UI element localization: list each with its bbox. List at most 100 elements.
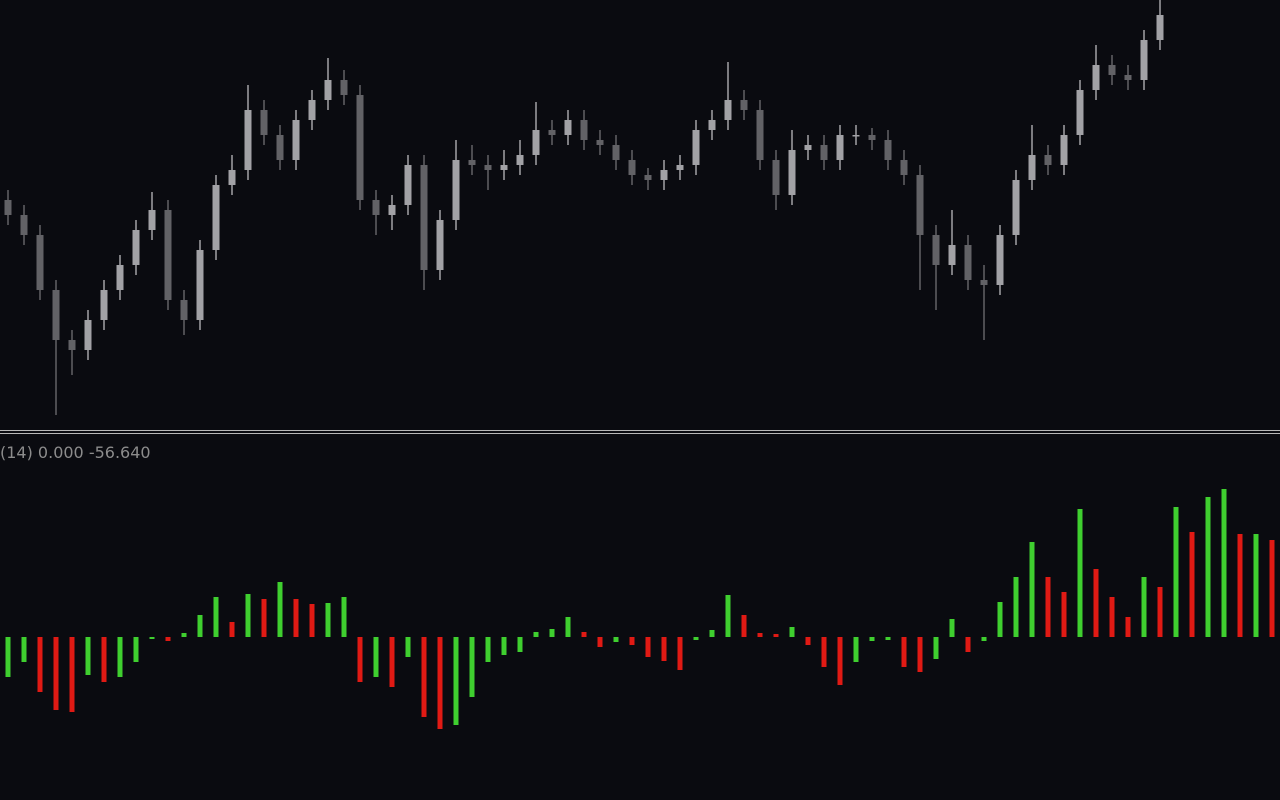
histogram-bar: [181, 633, 187, 637]
histogram-bar: [997, 602, 1003, 637]
candle-body: [948, 245, 956, 265]
candle-body: [260, 110, 268, 135]
histogram-bar: [901, 637, 907, 667]
candle-body: [612, 145, 620, 160]
histogram-bar: [277, 582, 283, 637]
histogram-bar: [453, 637, 459, 725]
candle-body: [1060, 135, 1068, 165]
histogram-bar: [1141, 577, 1147, 637]
candle-body: [804, 145, 812, 150]
histogram-bar: [949, 619, 955, 637]
candle-body: [212, 185, 220, 250]
indicator-label: (14) 0.000 -56.640: [0, 443, 151, 462]
candle-body: [356, 95, 364, 200]
histogram-bar: [1045, 577, 1051, 637]
histogram-bar: [21, 637, 27, 662]
candle-body: [676, 165, 684, 170]
histogram-bar: [1157, 587, 1163, 637]
histogram-bar: [853, 637, 859, 662]
histogram-bar: [645, 637, 651, 657]
candle-body: [868, 135, 876, 140]
candle-body: [244, 110, 252, 170]
candle-body: [756, 110, 764, 160]
candle-body: [340, 80, 348, 95]
histogram-bar: [5, 637, 11, 677]
candle-body: [1124, 75, 1132, 80]
candle-body: [900, 160, 908, 175]
histogram-bar: [613, 637, 619, 642]
histogram-bar: [421, 637, 427, 717]
candle-body: [980, 280, 988, 285]
histogram-bar: [517, 637, 523, 652]
candle-body: [324, 80, 332, 100]
histogram-bar: [597, 637, 603, 647]
candle-body: [68, 340, 76, 350]
histogram-bar: [789, 627, 795, 637]
histogram-bar: [1125, 617, 1131, 637]
histogram-bar: [533, 632, 539, 637]
candle-body: [532, 130, 540, 155]
histogram-bar: [581, 632, 587, 637]
candle-body: [404, 165, 412, 205]
histogram-bar: [693, 637, 699, 640]
candle-body: [916, 175, 924, 235]
candle-body: [820, 145, 828, 160]
histogram-bar: [1173, 507, 1179, 637]
candle-body: [884, 140, 892, 160]
histogram-bar: [1077, 509, 1083, 637]
histogram-bar: [629, 637, 635, 645]
candle-body: [660, 170, 668, 180]
histogram-bar: [261, 599, 267, 637]
candle-body: [4, 200, 12, 215]
histogram-bar: [1189, 532, 1195, 637]
candle-body: [932, 235, 940, 265]
histogram-bar: [501, 637, 507, 655]
histogram-bar: [1109, 597, 1115, 637]
candle-body: [372, 200, 380, 215]
candle-body: [628, 160, 636, 175]
histogram-bar: [341, 597, 347, 637]
histogram-bar: [965, 637, 971, 652]
candle-body: [644, 175, 652, 180]
histogram-bar: [805, 637, 811, 645]
histogram-bar: [773, 634, 779, 637]
histogram-bar: [69, 637, 75, 712]
histogram-bar: [197, 615, 203, 637]
histogram-bar: [725, 595, 731, 637]
candle-body: [692, 130, 700, 165]
histogram-bar: [565, 617, 571, 637]
candle-body: [132, 230, 140, 265]
candle-body: [1108, 65, 1116, 75]
histogram-bar: [1205, 497, 1211, 637]
candle-body: [292, 120, 300, 160]
candle-body: [308, 100, 316, 120]
histogram-bar: [357, 637, 363, 682]
candle-body: [852, 135, 860, 137]
histogram-bar: [933, 637, 939, 659]
histogram-bar: [85, 637, 91, 675]
histogram-bar: [117, 637, 123, 677]
histogram-bar: [1221, 489, 1227, 637]
histogram-bar: [1013, 577, 1019, 637]
histogram-bar: [485, 637, 491, 662]
candle-body: [564, 120, 572, 135]
candle-body: [196, 250, 204, 320]
histogram-bar: [213, 597, 219, 637]
histogram-bar: [661, 637, 667, 661]
histogram-bar: [149, 637, 155, 639]
candle-body: [276, 135, 284, 160]
candle-body: [580, 120, 588, 140]
candle-body: [52, 290, 60, 340]
candle-body: [1028, 155, 1036, 180]
candle-body: [964, 245, 972, 280]
histogram-bar: [981, 637, 987, 641]
candle-body: [468, 160, 476, 165]
histogram-bar: [1269, 540, 1275, 637]
candle-body: [1012, 180, 1020, 235]
histogram-bar: [245, 594, 251, 637]
histogram-bar: [757, 633, 763, 637]
histogram-bar: [373, 637, 379, 677]
candle-body: [1140, 40, 1148, 80]
